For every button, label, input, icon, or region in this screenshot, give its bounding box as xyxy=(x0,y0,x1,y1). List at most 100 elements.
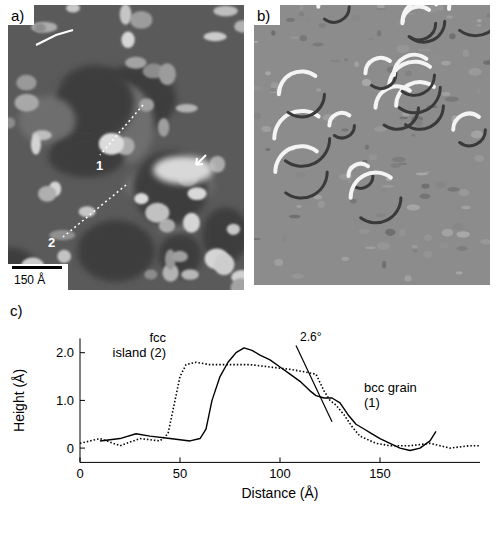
image-island xyxy=(181,269,199,280)
image-edge xyxy=(449,5,490,9)
image-edge xyxy=(351,173,391,198)
image-texture xyxy=(438,5,443,11)
image-texture xyxy=(300,35,307,41)
image-texture xyxy=(424,234,432,241)
image-texture xyxy=(269,88,277,92)
image-texture xyxy=(265,71,271,75)
image-texture xyxy=(423,251,433,259)
image-texture xyxy=(463,50,469,58)
image-texture xyxy=(445,97,459,102)
image-island xyxy=(15,94,39,112)
image-texture xyxy=(296,172,306,179)
x-tick-label: 50 xyxy=(173,466,187,481)
image-a xyxy=(8,5,244,290)
image-island xyxy=(144,270,157,280)
image-texture xyxy=(290,37,300,39)
image-texture xyxy=(77,220,155,282)
image-texture xyxy=(431,54,443,60)
image-edge xyxy=(460,9,490,36)
image-edge xyxy=(409,23,436,40)
image-edge xyxy=(275,146,316,172)
image-texture xyxy=(299,5,303,10)
y-tick-label: 2.0 xyxy=(56,345,74,360)
image-texture xyxy=(457,246,468,251)
arrow xyxy=(36,30,73,45)
image-texture xyxy=(299,12,305,17)
image-texture xyxy=(365,145,369,150)
image-texture xyxy=(261,126,271,132)
image-edge xyxy=(460,130,486,146)
image-texture xyxy=(359,229,370,234)
image-texture xyxy=(447,187,459,192)
slope-line xyxy=(296,346,332,422)
image-edge xyxy=(286,172,327,198)
image-texture xyxy=(456,271,463,274)
image-texture xyxy=(411,134,415,137)
image-b xyxy=(254,5,490,285)
image-texture xyxy=(362,79,371,86)
image-texture xyxy=(271,30,275,35)
image-texture xyxy=(477,19,482,23)
series-label-line: bcc grain xyxy=(364,380,417,395)
image-texture xyxy=(382,261,386,269)
image-texture xyxy=(483,60,490,65)
image-edge xyxy=(403,5,437,21)
image-texture xyxy=(341,257,349,261)
image-edge xyxy=(285,139,329,167)
annotation: 2.6° xyxy=(300,330,322,344)
image-texture xyxy=(416,172,428,175)
image-edge xyxy=(324,7,349,22)
scale-label: 150 Å xyxy=(14,272,45,287)
image-texture xyxy=(453,223,464,230)
image-island xyxy=(145,203,169,223)
image-texture xyxy=(344,58,348,61)
image-island xyxy=(187,187,206,200)
image-texture xyxy=(312,43,324,47)
image-texture xyxy=(354,61,359,67)
profile-line xyxy=(63,185,126,237)
image-texture xyxy=(271,82,279,89)
image-texture xyxy=(274,259,283,266)
image-texture xyxy=(316,88,321,91)
marker-label: 2 xyxy=(48,235,55,250)
image-island xyxy=(16,75,36,91)
plot-area xyxy=(80,348,480,451)
image-island xyxy=(34,23,46,32)
image-texture xyxy=(392,157,405,162)
image-texture xyxy=(254,113,261,120)
image-island xyxy=(38,186,56,202)
label-patch xyxy=(8,5,34,25)
image-texture xyxy=(305,19,309,22)
y-tick xyxy=(80,400,85,401)
image-edge xyxy=(384,108,418,129)
image-island xyxy=(130,11,152,29)
image-texture xyxy=(480,239,490,244)
image-texture xyxy=(476,24,482,26)
image-texture xyxy=(412,245,418,249)
x-axis-title: Distance (Å) xyxy=(241,485,318,501)
image-texture xyxy=(405,70,411,76)
image-island xyxy=(120,5,132,25)
image-island xyxy=(176,104,198,112)
series-label-line: (1) xyxy=(364,395,380,410)
x-tick-label: 150 xyxy=(369,466,391,481)
image-texture xyxy=(413,249,418,253)
image-edge xyxy=(288,94,324,117)
panel-label: a) xyxy=(11,7,24,24)
image-texture xyxy=(368,38,373,40)
series-label: fccisland (2) xyxy=(113,330,167,360)
image-texture xyxy=(342,129,349,132)
profile-dotted xyxy=(80,362,480,448)
image-texture xyxy=(289,215,301,218)
image-texture xyxy=(441,61,451,66)
image-texture xyxy=(398,163,406,165)
series-label-line: fcc xyxy=(149,330,166,345)
panel-label: b) xyxy=(257,7,270,24)
image-edge xyxy=(365,58,389,73)
x-tick-label: 0 xyxy=(76,466,83,481)
panel-label: c) xyxy=(10,302,23,319)
image-texture xyxy=(405,275,412,281)
image-island xyxy=(31,134,41,155)
series-label: bcc grain(1) xyxy=(364,380,417,410)
x-tick xyxy=(280,457,281,462)
